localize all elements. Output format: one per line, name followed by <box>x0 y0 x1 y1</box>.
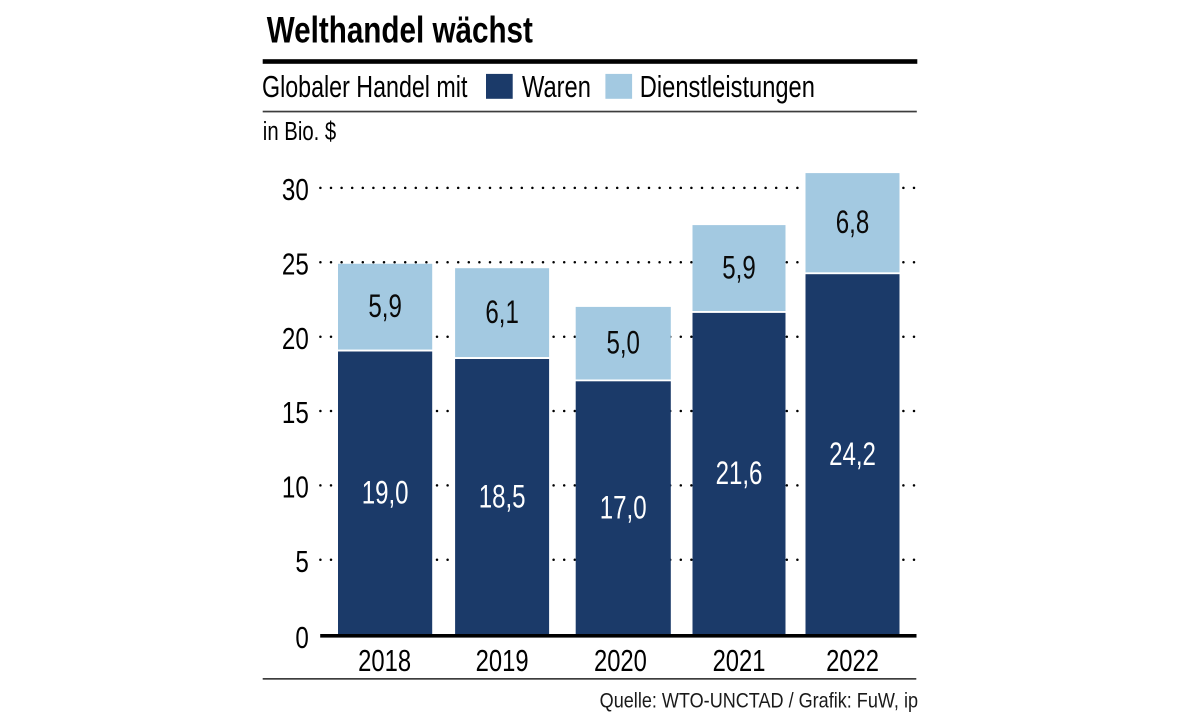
svg-text:Waren: Waren <box>522 69 591 104</box>
svg-text:5,9: 5,9 <box>368 288 401 324</box>
svg-text:24,2: 24,2 <box>829 436 876 472</box>
svg-text:2019: 2019 <box>476 643 529 678</box>
svg-text:5: 5 <box>295 544 308 579</box>
svg-text:15: 15 <box>282 395 309 430</box>
svg-text:Globaler Handel mit: Globaler Handel mit <box>262 69 468 104</box>
svg-text:Dienstleistungen: Dienstleistungen <box>640 69 815 104</box>
svg-text:18,5: 18,5 <box>479 478 526 514</box>
svg-text:5,9: 5,9 <box>722 249 755 285</box>
svg-text:2018: 2018 <box>358 643 411 678</box>
svg-text:10: 10 <box>282 470 309 505</box>
svg-text:in Bio. $: in Bio. $ <box>263 117 336 146</box>
svg-text:20: 20 <box>282 321 309 356</box>
svg-text:0: 0 <box>295 620 308 655</box>
svg-text:2022: 2022 <box>826 643 879 678</box>
svg-text:Quelle: WTO-UNCTAD / Grafik: F: Quelle: WTO-UNCTAD / Grafik: FuW, ip <box>600 689 918 713</box>
svg-text:21,6: 21,6 <box>716 455 763 491</box>
svg-text:Welthandel wächst: Welthandel wächst <box>267 10 533 51</box>
svg-text:25: 25 <box>282 247 309 282</box>
svg-text:17,0: 17,0 <box>600 489 647 525</box>
svg-text:6,1: 6,1 <box>485 294 518 330</box>
svg-text:6,8: 6,8 <box>836 204 869 240</box>
svg-text:2021: 2021 <box>713 643 766 678</box>
svg-text:19,0: 19,0 <box>362 474 409 510</box>
svg-text:30: 30 <box>282 172 309 207</box>
svg-text:2020: 2020 <box>594 643 647 678</box>
svg-text:5,0: 5,0 <box>606 324 639 360</box>
